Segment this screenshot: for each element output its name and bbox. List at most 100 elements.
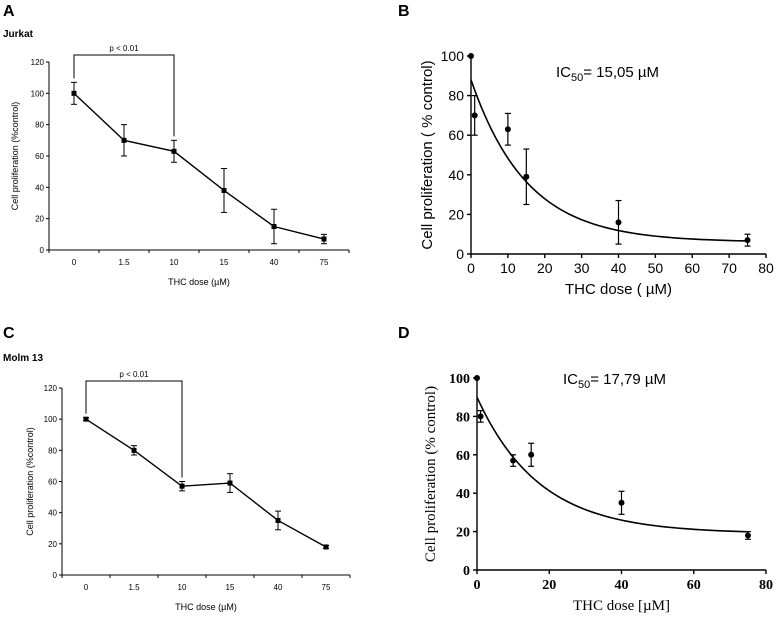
panel-d-x-tick-label: 0	[474, 578, 481, 593]
panel-c-y-tick-label: 40	[48, 509, 57, 518]
panel-b-x-tick-label: 10	[500, 260, 516, 276]
panel-a-x-tick-label: 15	[220, 258, 229, 267]
panel-d-data-point	[744, 532, 751, 539]
panel-b-y-tick-label: 20	[448, 206, 464, 222]
panel-d-data-point	[528, 451, 535, 458]
panel-c-significance-label: p < 0.01	[119, 370, 149, 379]
panel-a-significance-bracket	[73, 54, 175, 137]
panel-a-x-axis-label: THC dose (µM)	[168, 277, 230, 287]
panel-d-y-tick-label: 40	[456, 487, 470, 502]
panel-b-x-tick-label: 0	[467, 260, 475, 276]
panel-d-y-tick-label: 0	[463, 564, 470, 579]
panel-a-significance-label: p < 0.01	[109, 44, 139, 53]
panel-c-y-tick-label: 20	[48, 540, 57, 549]
panel-d-fit-curve	[476, 396, 748, 533]
panel-a-y-axis-label: Cell proliferation (%control)	[10, 102, 20, 211]
panel-a-y-tick-label: 100	[31, 89, 45, 98]
panel-d-data-point	[474, 375, 480, 381]
panel-d-ic50-subscript: 50	[578, 379, 590, 391]
panel-a-x-tick-label: 1.5	[118, 258, 130, 267]
panel-letter-c: C	[3, 325, 15, 342]
panel-c-x-tick-label: 10	[178, 583, 187, 592]
panel-b-data-point	[504, 126, 511, 133]
panel-c-x-tick-label: 40	[274, 583, 283, 592]
panel-b-ic50-value: = 15,05 µM	[583, 64, 659, 81]
panel-d-y-axis-label: Cell proliferation (% control)	[423, 386, 439, 562]
panel-d-data-point	[510, 457, 517, 464]
panel-c-data-point	[227, 480, 233, 486]
panel-b-x-tick-label: 60	[684, 260, 700, 276]
panel-a-data-point	[171, 148, 177, 154]
panel-letter-b: B	[398, 3, 410, 20]
panel-c-data-point	[83, 416, 89, 422]
panel-a-data-point	[71, 90, 77, 96]
panel-b-data-point	[471, 112, 478, 119]
panel-a-y-tick-label: 80	[35, 121, 44, 130]
panel-a-y-tick-label: 60	[35, 152, 44, 161]
panel-a-x-tick-label: 75	[320, 258, 329, 267]
panel-d-y-tick-label: 80	[456, 410, 470, 425]
panel-c-y-tick-label: 100	[44, 415, 58, 424]
panel-d-ic50-prefix: IC	[563, 371, 578, 388]
panel-b-y-tick-label: 100	[441, 48, 465, 64]
panel-a-x-tick-label: 0	[72, 258, 77, 267]
panel-a-y-tick-label: 20	[35, 215, 44, 224]
panel-a-series-line	[73, 92, 325, 240]
panel-b-y-tick-label: 80	[448, 88, 464, 104]
panel-b-x-tick-label: 70	[721, 260, 737, 276]
panel-c-data-point	[323, 544, 329, 550]
panel-b-x-axis-label: THC dose ( µM)	[565, 281, 672, 298]
panel-a-title: Jurkat	[3, 29, 34, 40]
panel-b-y-axis-label: Cell proliferation ( % control)	[419, 60, 436, 249]
panel-c-chart: 0 20 40 60 80 100 120 0 1.5 10 15 40 75 p < 0.01 THC d…	[25, 370, 351, 612]
panel-a-y-tick-label: 120	[31, 58, 45, 67]
panel-d-data-point	[618, 499, 625, 506]
panel-c-y-tick-label: 80	[48, 446, 57, 455]
panel-d-y-tick-label: 100	[449, 372, 470, 387]
panel-b-x-tick-label: 30	[574, 260, 590, 276]
panel-b-x-tick-label: 40	[611, 260, 627, 276]
panel-c-y-axis-label: Cell proliferation (%control)	[25, 427, 35, 536]
panel-c-x-tick-label: 15	[226, 583, 235, 592]
panel-b-y-tick-label: 40	[448, 167, 464, 183]
panel-c-x-tick-label: 75	[322, 583, 331, 592]
panel-d-y-tick-label: 60	[456, 449, 470, 464]
panel-d-x-tick-label: 60	[687, 578, 701, 593]
panel-b-fit-curve	[470, 79, 748, 242]
panel-b-x-tick-label: 20	[537, 260, 553, 276]
panel-c-x-tick-label: 0	[84, 583, 89, 592]
panel-c-x-axis-label: THC dose (µM)	[175, 602, 237, 612]
panel-a-data-point	[221, 187, 227, 193]
panel-b-data-point	[615, 219, 622, 226]
panel-c-data-point	[179, 483, 185, 489]
panel-d-chart: 0 20 40 60 80 100 0 20 40 60 80 IC50= 17,79 µM THC d…	[423, 371, 773, 614]
panel-a-y-tick-label: 0	[40, 246, 45, 255]
panel-c-y-tick-label: 120	[44, 384, 58, 393]
panel-b-y-tick-label: 0	[456, 246, 464, 262]
panel-d-data-point	[477, 413, 484, 420]
panel-b-data-point	[523, 173, 530, 180]
panel-a-x-tick-label: 40	[270, 258, 279, 267]
panel-c-series-line	[85, 418, 327, 548]
panel-c-x-tick-label: 1.5	[128, 583, 140, 592]
panel-letter-a: A	[3, 3, 15, 20]
panel-b-data-point	[744, 237, 751, 244]
panel-d-ic50-label: IC50= 17,79 µM	[563, 371, 666, 391]
panel-b-ic50-label: IC50= 15,05 µM	[556, 64, 659, 84]
panel-d-x-axis-label: THC dose [µM]	[573, 598, 670, 614]
panel-b-data-point	[468, 53, 474, 59]
panel-d-x-tick-label: 80	[759, 578, 773, 593]
panel-a-data-point	[121, 137, 127, 143]
panel-letter-d: D	[398, 325, 410, 342]
panel-d-x-tick-label: 40	[615, 578, 629, 593]
panel-d-x-tick-label: 20	[542, 578, 556, 593]
panel-a-chart: 0 20 40 60 80 100 120 0 1.5 10 15 40 75 p < 0.01 THC d…	[10, 44, 350, 287]
panel-b-ic50-prefix: IC	[556, 64, 571, 81]
panel-c-title: Molm 13	[3, 353, 43, 364]
panel-a-data-point	[271, 224, 277, 229]
panel-b-y-tick-label: 60	[448, 127, 464, 143]
panel-a-data-point	[321, 236, 327, 242]
panel-c-y-tick-label: 0	[53, 571, 58, 580]
